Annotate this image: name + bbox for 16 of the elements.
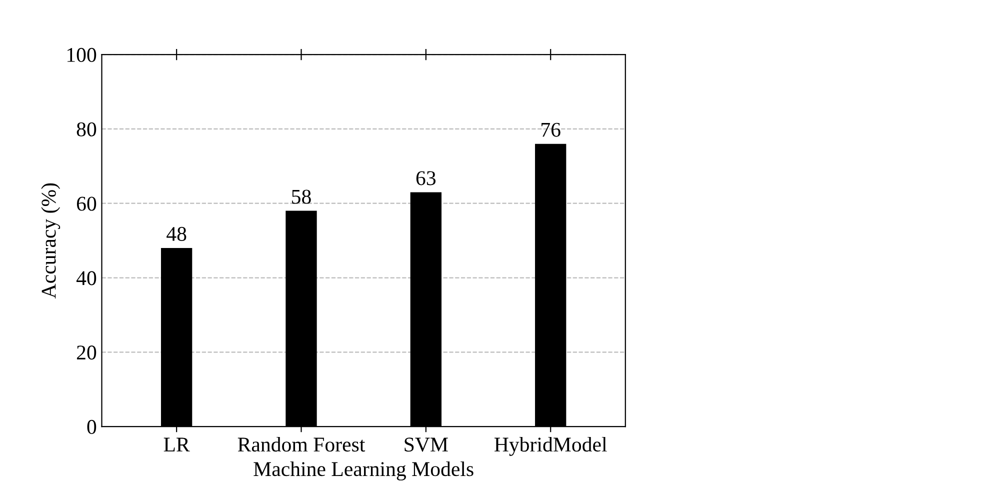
x-tick-label: SVM: [404, 438, 448, 452]
x-tick-label: LR: [164, 438, 190, 452]
data-label: 58: [292, 190, 311, 204]
y-tick-label: 100: [67, 48, 96, 62]
y-tick-label: 80: [76, 122, 96, 136]
data-label: 63: [416, 171, 436, 186]
x-tick-label: Random Forest: [238, 436, 366, 452]
y-tick-label: 20: [76, 346, 96, 360]
data-label: 48: [166, 226, 186, 241]
y-tick-label: 0: [87, 420, 96, 434]
y-tick-label: 60: [76, 196, 96, 211]
x-tick-label: HybridModel: [494, 436, 607, 456]
data-label: 76: [542, 122, 560, 137]
y-tick-label: 40: [76, 271, 96, 286]
y-axis-title: Accuracy (%): [41, 183, 60, 298]
x-axis-title: Machine Learning Models: [254, 461, 474, 480]
